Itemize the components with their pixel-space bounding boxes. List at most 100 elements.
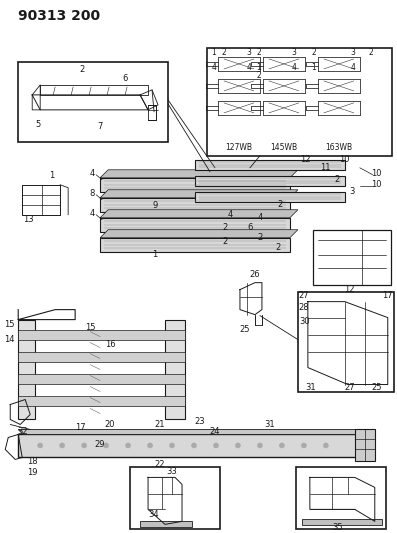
Text: 14: 14 (4, 335, 14, 344)
Text: 30: 30 (299, 317, 310, 326)
Circle shape (279, 443, 284, 448)
Bar (207, 48, 392, 156)
Text: 6: 6 (122, 75, 128, 83)
Bar (195, 192, 345, 202)
Text: 6: 6 (247, 223, 252, 232)
Text: 31: 31 (264, 420, 275, 429)
Text: 5: 5 (36, 120, 41, 130)
Circle shape (82, 443, 87, 448)
Text: 2: 2 (222, 223, 227, 232)
Text: 1: 1 (212, 49, 216, 58)
Text: 29: 29 (95, 440, 105, 449)
Text: 11: 11 (320, 163, 330, 172)
Polygon shape (18, 434, 365, 457)
Circle shape (60, 443, 65, 448)
Text: 33: 33 (167, 467, 177, 476)
Text: 2: 2 (257, 233, 262, 242)
Text: 24: 24 (210, 427, 220, 436)
Bar (100, 238, 290, 252)
Bar (195, 160, 345, 170)
Text: 10: 10 (371, 180, 382, 189)
Text: 4: 4 (247, 63, 251, 72)
Polygon shape (18, 374, 185, 384)
Text: 4: 4 (291, 63, 296, 72)
Text: 21: 21 (155, 420, 165, 429)
Text: 12: 12 (345, 285, 355, 294)
Text: 13: 13 (23, 215, 33, 224)
Text: 1: 1 (50, 171, 55, 180)
Text: 1: 1 (152, 250, 158, 259)
Text: 15: 15 (85, 323, 95, 332)
Circle shape (323, 443, 328, 448)
Polygon shape (140, 521, 192, 527)
Circle shape (104, 443, 109, 448)
Text: 3: 3 (291, 49, 296, 58)
Text: 12: 12 (300, 155, 310, 164)
Circle shape (356, 340, 360, 344)
Circle shape (333, 308, 337, 312)
Text: 90313 200: 90313 200 (18, 9, 100, 23)
Text: 2: 2 (222, 49, 226, 58)
Bar (296, 467, 386, 529)
Text: 34: 34 (148, 510, 159, 519)
Text: 127WB: 127WB (225, 143, 252, 152)
Text: 10: 10 (371, 169, 382, 178)
Text: 22: 22 (155, 460, 165, 469)
Circle shape (125, 443, 131, 448)
Polygon shape (355, 430, 375, 462)
Text: 2: 2 (368, 49, 373, 58)
Text: 3: 3 (351, 49, 355, 58)
Polygon shape (100, 190, 298, 198)
Text: 19: 19 (27, 468, 37, 477)
Bar (100, 198, 290, 212)
Text: 17: 17 (382, 291, 392, 300)
Circle shape (301, 443, 306, 448)
Circle shape (318, 308, 322, 312)
Text: 25: 25 (240, 325, 250, 334)
Circle shape (38, 443, 43, 448)
Polygon shape (18, 430, 370, 434)
Text: 3: 3 (349, 187, 355, 196)
Circle shape (214, 443, 218, 448)
Text: 1: 1 (256, 63, 261, 72)
Text: 32: 32 (17, 427, 27, 436)
Text: 23: 23 (195, 417, 205, 426)
Polygon shape (18, 352, 185, 361)
Text: 17: 17 (75, 423, 85, 432)
Polygon shape (18, 329, 185, 340)
Circle shape (318, 340, 322, 344)
Text: 4: 4 (227, 210, 233, 219)
Polygon shape (18, 395, 185, 406)
Text: 163WB: 163WB (325, 143, 353, 152)
Text: 2: 2 (256, 71, 261, 80)
Polygon shape (100, 210, 298, 218)
Text: 2: 2 (222, 237, 227, 246)
Bar (130, 467, 220, 529)
Text: 3: 3 (247, 49, 251, 58)
Polygon shape (100, 230, 298, 238)
Bar (298, 292, 394, 392)
Text: 20: 20 (105, 420, 116, 429)
Text: 4: 4 (90, 169, 95, 178)
Circle shape (318, 358, 322, 361)
Text: 15: 15 (4, 320, 14, 329)
Text: 16: 16 (105, 340, 116, 349)
Text: 4: 4 (257, 213, 262, 222)
Circle shape (356, 308, 360, 312)
Circle shape (356, 358, 360, 361)
Text: 4: 4 (351, 63, 355, 72)
Circle shape (235, 443, 241, 448)
Polygon shape (302, 519, 382, 526)
Text: 35: 35 (333, 523, 343, 532)
Circle shape (257, 443, 262, 448)
Text: 2: 2 (312, 49, 316, 58)
Polygon shape (100, 170, 298, 178)
Text: 9: 9 (152, 201, 158, 210)
Text: 18: 18 (27, 457, 37, 466)
Text: 27: 27 (299, 291, 310, 300)
Text: 8: 8 (90, 189, 95, 198)
Circle shape (170, 443, 175, 448)
Text: 31: 31 (305, 383, 316, 392)
Text: 27: 27 (345, 383, 355, 392)
Text: 2: 2 (277, 200, 283, 209)
